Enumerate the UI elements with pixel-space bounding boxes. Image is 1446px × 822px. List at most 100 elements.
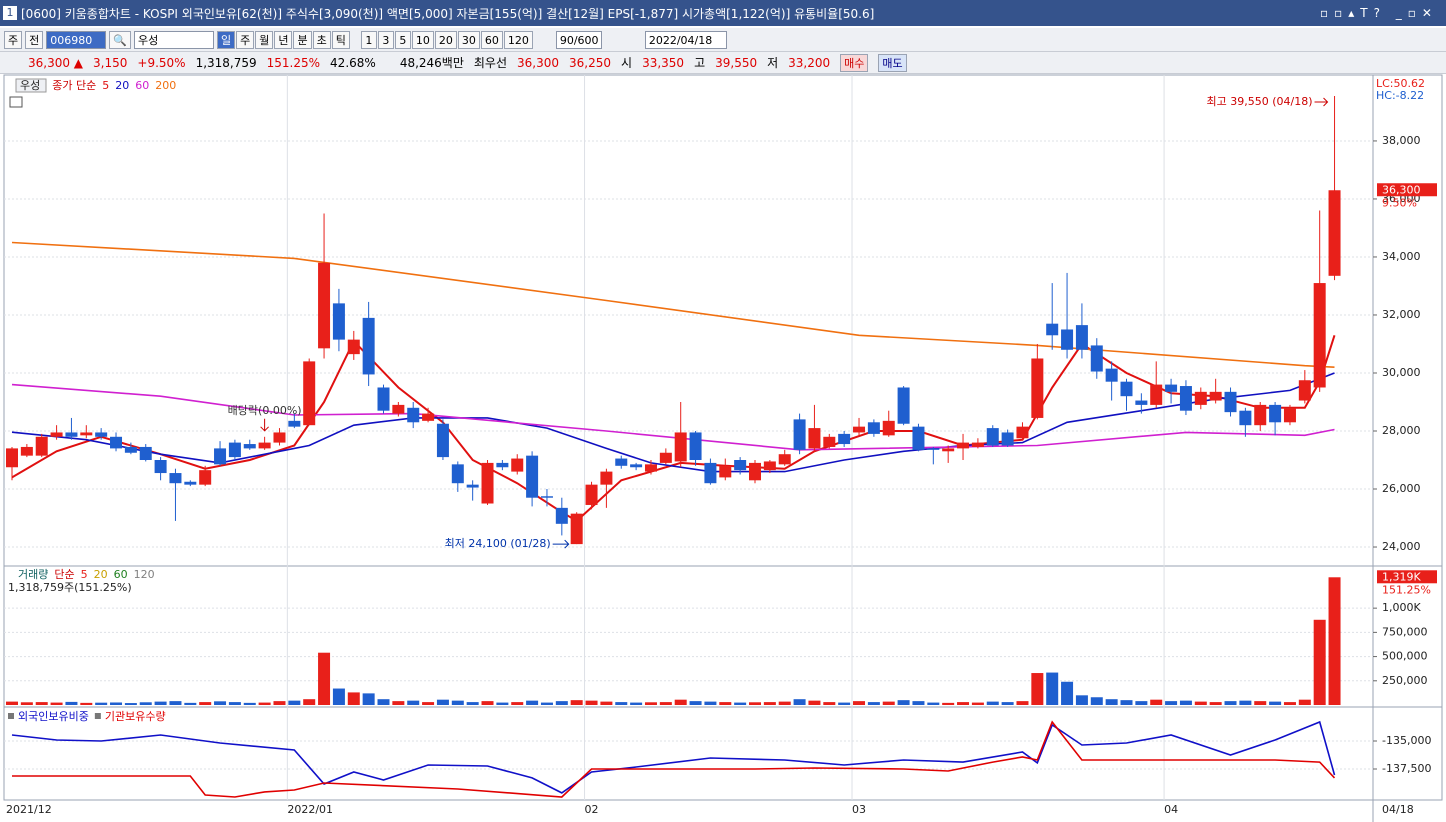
tick-button[interactable]: 3: [377, 30, 394, 49]
candle-body: [35, 436, 48, 456]
volume-bar: [436, 699, 449, 705]
volume-bar: [882, 701, 895, 705]
candle-body: [689, 432, 702, 461]
window-controls[interactable]: ▫▫▴T? _▫✕: [1320, 6, 1438, 20]
candle-body: [407, 407, 420, 423]
candle-body: [110, 436, 123, 449]
candle-body: [139, 446, 152, 461]
annotation-arrow: [552, 539, 570, 549]
interval-button[interactable]: 주: [236, 30, 255, 49]
tick-button[interactable]: 20: [434, 30, 457, 49]
volume-bar: [971, 702, 984, 705]
tick-group: 1 3 5 10 20 30 60 120: [360, 30, 533, 49]
tick-button[interactable]: 1: [360, 30, 377, 49]
tick-button[interactable]: 5: [394, 30, 411, 49]
volume-bar: [585, 700, 598, 705]
volume-bar: [749, 702, 761, 705]
volume-bar: [199, 702, 212, 705]
volume-bar: [674, 699, 687, 705]
name-input[interactable]: 우성: [133, 30, 214, 49]
candle-body: [585, 484, 598, 505]
candle-body: [734, 460, 747, 471]
x-tick-label: 2021/12: [6, 803, 52, 816]
volume-bar: [778, 701, 791, 705]
y-tick-label: 24,000: [1382, 540, 1421, 553]
volume-bar: [838, 702, 851, 705]
sell-button[interactable]: 매도: [878, 53, 907, 72]
volume-bar: [1254, 701, 1267, 705]
candle-body: [630, 464, 643, 468]
candle-body: [1209, 391, 1222, 401]
legend-text: 60: [135, 79, 149, 92]
volume-bar: [6, 701, 18, 705]
candle-body: [243, 444, 256, 449]
last-volume-box: [1377, 570, 1437, 584]
x-tick-label: 02: [585, 803, 599, 816]
candle-body: [719, 465, 732, 478]
tick-button[interactable]: 10: [411, 30, 434, 49]
y-tick-label: 34,000: [1382, 250, 1421, 263]
hc-label: HC:-8.22: [1376, 89, 1424, 102]
candle-body: [600, 471, 613, 485]
series-line: [11, 720, 1336, 794]
y-tick-label: 750,000: [1382, 625, 1428, 638]
interval-button[interactable]: 틱: [331, 30, 350, 49]
candle-body: [1194, 391, 1207, 405]
candle-body: [347, 339, 360, 355]
candle-body: [749, 462, 761, 481]
volume-bar: [332, 688, 345, 705]
y-tick-label: -135,000: [1382, 734, 1431, 747]
volume-bar: [362, 693, 375, 705]
candle-body: [971, 442, 984, 447]
volume-bar: [644, 702, 657, 705]
tick-button[interactable]: 120: [503, 30, 533, 49]
x-tick-label: 04: [1164, 803, 1178, 816]
volume-bar: [600, 701, 613, 705]
tick-button[interactable]: 60: [480, 30, 503, 49]
candle-body: [1120, 381, 1133, 397]
candle-body: [1328, 190, 1341, 276]
volume-bar: [1269, 701, 1282, 705]
legend-text: 5: [81, 568, 88, 581]
legend-swatch: [94, 713, 101, 719]
high: 39,550: [715, 55, 758, 70]
last-price-box: [1377, 183, 1437, 197]
interval-button[interactable]: 년: [274, 30, 293, 49]
candle-body: [644, 464, 657, 472]
volume-bar: [1209, 702, 1222, 705]
legend-text: 거래량: [18, 568, 48, 581]
candle-body: [65, 432, 78, 437]
quote-bar: 36,300 ▲ 3,150 +9.50% 1,318,759 151.25% …: [0, 52, 1446, 74]
date-input[interactable]: 2022/04/18: [644, 30, 727, 49]
candle-body: [124, 446, 137, 453]
candle-body: [912, 426, 925, 450]
candle-body: [466, 484, 479, 488]
candle-body: [332, 303, 345, 340]
candle-body: [1090, 345, 1103, 372]
buy-button[interactable]: 매수: [840, 53, 869, 72]
legend-text: 200: [155, 79, 176, 92]
interval-button[interactable]: 월: [255, 30, 274, 49]
code-input[interactable]: 006980: [46, 30, 107, 49]
interval-button[interactable]: 초: [312, 30, 331, 49]
search-button[interactable]: 🔍: [109, 30, 131, 49]
candle-body: [763, 461, 776, 471]
count-input[interactable]: 90/600: [555, 30, 602, 49]
interval-button[interactable]: 분: [293, 30, 312, 49]
volume-bar: [377, 699, 390, 705]
period-button[interactable]: 주: [4, 30, 23, 49]
candle-body: [823, 436, 836, 447]
volume-bar: [1046, 672, 1059, 705]
prev-button[interactable]: 전: [25, 30, 44, 49]
volume-bar: [35, 702, 48, 705]
tick-button[interactable]: 30: [457, 30, 480, 49]
volume-bar: [1090, 697, 1103, 705]
interval-button[interactable]: 일: [216, 30, 236, 49]
volume-bar: [303, 699, 316, 705]
y-tick-label: 30,000: [1382, 366, 1421, 379]
candle-body: [288, 420, 301, 427]
candle-body: [228, 442, 241, 458]
toggle-icon: [9, 96, 23, 108]
volume-bar: [1016, 701, 1029, 705]
